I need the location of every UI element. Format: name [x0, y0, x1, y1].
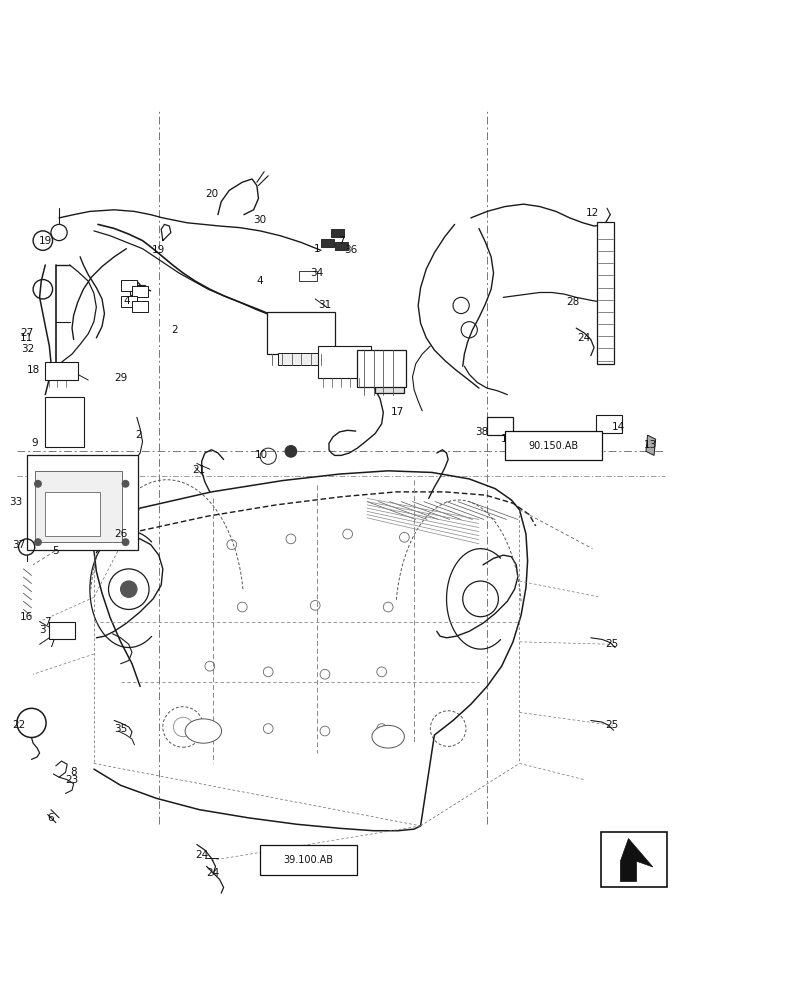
Text: 17: 17: [391, 407, 404, 417]
Circle shape: [285, 446, 296, 457]
Text: 34: 34: [310, 268, 323, 278]
Bar: [600, 832, 666, 887]
Text: 23: 23: [66, 775, 79, 785]
Bar: [298, 271, 316, 281]
Text: 19: 19: [152, 245, 165, 255]
Circle shape: [35, 539, 41, 545]
Text: 4: 4: [256, 276, 263, 286]
Text: 7: 7: [45, 617, 51, 627]
Text: 3: 3: [40, 625, 46, 635]
Bar: [121, 296, 137, 307]
Text: 31: 31: [318, 300, 331, 310]
Bar: [595, 415, 621, 433]
Polygon shape: [645, 435, 654, 455]
Text: 7: 7: [337, 236, 344, 246]
FancyBboxPatch shape: [504, 431, 602, 460]
Bar: [27, 455, 139, 550]
Text: 25: 25: [604, 639, 618, 649]
Text: 2: 2: [135, 430, 142, 440]
Text: 20: 20: [204, 189, 217, 199]
Bar: [45, 362, 78, 380]
Text: 16: 16: [20, 612, 33, 622]
Text: 33: 33: [9, 497, 22, 507]
Text: 39.100.AB: 39.100.AB: [283, 855, 333, 865]
Bar: [318, 346, 371, 378]
Text: 18: 18: [27, 365, 40, 375]
Text: 22: 22: [12, 720, 25, 730]
Bar: [320, 239, 333, 247]
Text: 13: 13: [643, 440, 657, 450]
Bar: [45, 492, 101, 536]
Text: 8: 8: [71, 767, 77, 777]
Circle shape: [122, 481, 129, 487]
Bar: [331, 229, 344, 237]
Polygon shape: [620, 839, 652, 882]
Bar: [334, 242, 347, 250]
Circle shape: [121, 581, 137, 597]
Text: 28: 28: [565, 297, 579, 307]
Text: 11: 11: [20, 333, 33, 343]
Text: 27: 27: [20, 328, 33, 338]
Text: 21: 21: [192, 465, 206, 475]
Text: 24: 24: [577, 333, 590, 343]
Text: 4: 4: [123, 296, 130, 306]
Bar: [277, 353, 324, 365]
Text: 24: 24: [206, 868, 220, 878]
Text: 12: 12: [585, 208, 599, 218]
FancyBboxPatch shape: [260, 845, 357, 875]
Bar: [45, 397, 84, 447]
Text: 32: 32: [22, 344, 35, 354]
Text: 25: 25: [604, 720, 618, 730]
Ellipse shape: [185, 719, 221, 743]
Text: 15: 15: [500, 434, 513, 444]
Bar: [131, 285, 145, 295]
Bar: [132, 286, 148, 297]
Text: 9: 9: [32, 438, 38, 448]
Text: 14: 14: [611, 422, 624, 432]
Text: 5: 5: [53, 546, 59, 556]
Bar: [49, 622, 75, 639]
Bar: [357, 350, 406, 387]
Text: 10: 10: [255, 450, 268, 460]
Text: 1: 1: [313, 244, 320, 254]
Text: 19: 19: [39, 236, 52, 246]
Text: 35: 35: [114, 724, 127, 734]
Text: 6: 6: [48, 813, 54, 823]
Text: 29: 29: [114, 373, 127, 383]
Ellipse shape: [371, 725, 404, 748]
Circle shape: [35, 481, 41, 487]
Text: 2: 2: [171, 325, 178, 335]
Text: 36: 36: [344, 245, 357, 255]
Bar: [132, 301, 148, 312]
Bar: [35, 471, 122, 542]
Bar: [375, 367, 404, 393]
Circle shape: [122, 539, 129, 545]
Text: 90.150.AB: 90.150.AB: [528, 441, 578, 451]
Text: 7: 7: [48, 639, 54, 649]
Text: 24: 24: [195, 850, 208, 860]
Text: 37: 37: [12, 540, 25, 550]
Text: 26: 26: [114, 529, 127, 539]
Bar: [597, 222, 613, 364]
Bar: [487, 417, 513, 435]
Text: 38: 38: [475, 427, 488, 437]
Bar: [266, 312, 335, 354]
Bar: [121, 280, 137, 291]
Text: 30: 30: [253, 215, 266, 225]
